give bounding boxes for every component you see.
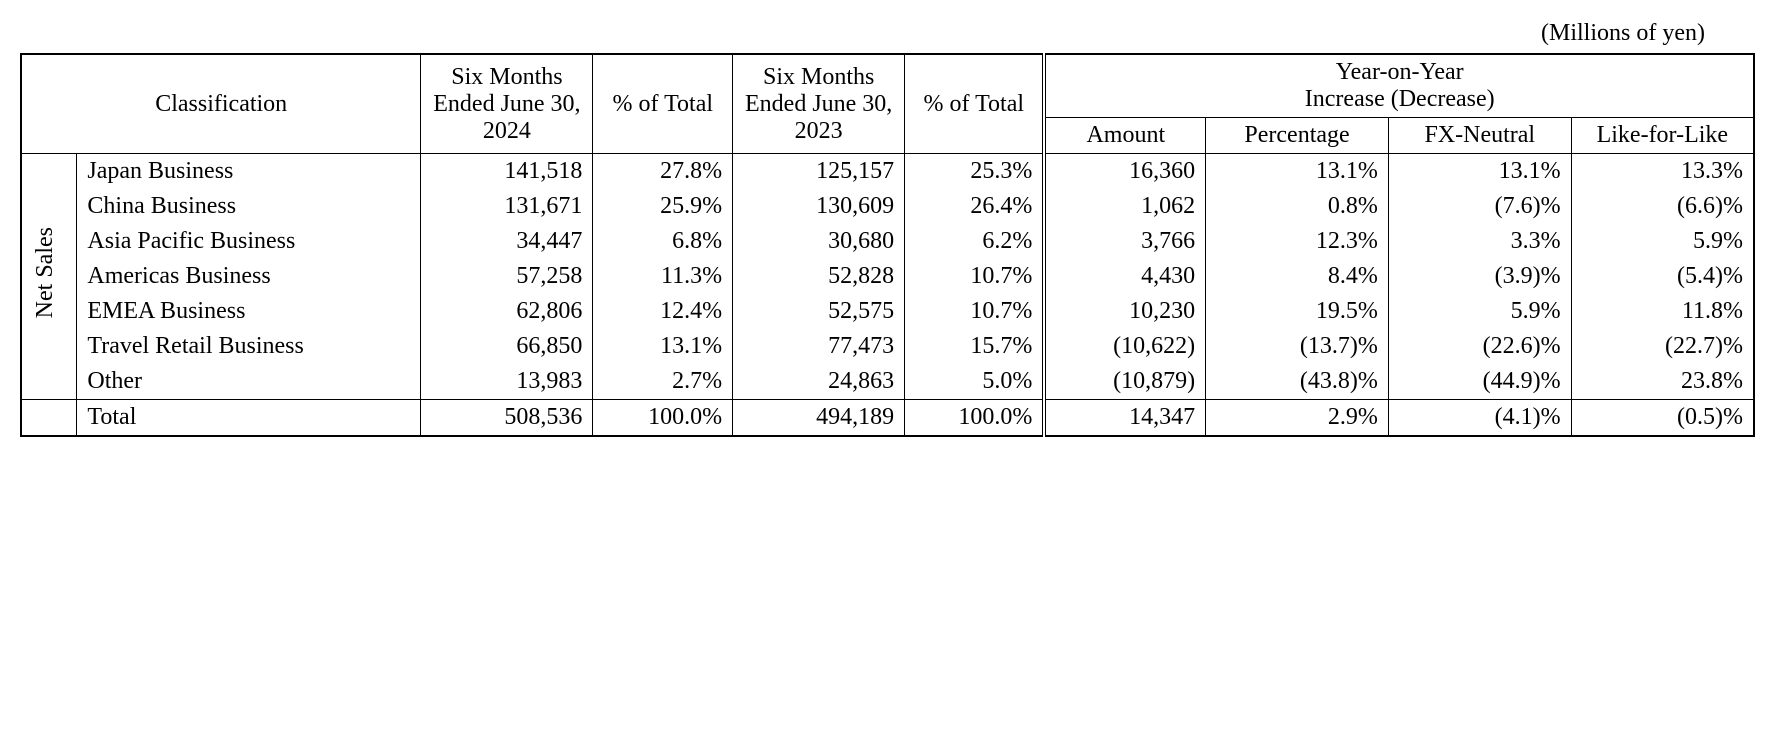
row-p2023: 15.7%	[905, 329, 1045, 364]
row-v2023: 125,157	[733, 154, 905, 190]
row-amt: (10,879)	[1044, 364, 1205, 400]
row-amt: 16,360	[1044, 154, 1205, 190]
table-row: Other13,9832.7%24,8635.0%(10,879)(43.8)%…	[21, 364, 1754, 400]
row-pct: 13.1%	[1206, 154, 1389, 190]
total-fx: (4.1)%	[1388, 400, 1571, 437]
row-lfl: (22.7)%	[1571, 329, 1754, 364]
total-lfl: (0.5)%	[1571, 400, 1754, 437]
row-fx: 3.3%	[1388, 224, 1571, 259]
row-p2023: 25.3%	[905, 154, 1045, 190]
total-v2023: 494,189	[733, 400, 905, 437]
row-fx: 5.9%	[1388, 294, 1571, 329]
table-row: Travel Retail Business66,85013.1%77,4731…	[21, 329, 1754, 364]
row-p2023: 5.0%	[905, 364, 1045, 400]
row-label: Asia Pacific Business	[77, 224, 421, 259]
row-amt: 4,430	[1044, 259, 1205, 294]
row-p2023: 10.7%	[905, 294, 1045, 329]
table-row: EMEA Business62,80612.4%52,57510.7%10,23…	[21, 294, 1754, 329]
row-label: Americas Business	[77, 259, 421, 294]
col-yoy-fx: FX-Neutral	[1388, 118, 1571, 154]
col-yoy-amount: Amount	[1044, 118, 1205, 154]
side-label-net-sales: Net Sales	[21, 154, 77, 400]
row-v2023: 130,609	[733, 189, 905, 224]
col-period-2024: Six Months Ended June 30, 2024	[421, 54, 593, 154]
row-v2024: 57,258	[421, 259, 593, 294]
row-amt: (10,622)	[1044, 329, 1205, 364]
row-v2024: 62,806	[421, 294, 593, 329]
row-lfl: 13.3%	[1571, 154, 1754, 190]
row-pct: (13.7)%	[1206, 329, 1389, 364]
row-fx: (3.9)%	[1388, 259, 1571, 294]
row-v2024: 131,671	[421, 189, 593, 224]
col-period-2023: Six Months Ended June 30, 2023	[733, 54, 905, 154]
row-v2024: 34,447	[421, 224, 593, 259]
total-p2024: 100.0%	[593, 400, 733, 437]
row-p2023: 6.2%	[905, 224, 1045, 259]
table-row: China Business131,67125.9%130,60926.4%1,…	[21, 189, 1754, 224]
row-fx: (7.6)%	[1388, 189, 1571, 224]
total-amt: 14,347	[1044, 400, 1205, 437]
col-pct-total-1: % of Total	[593, 54, 733, 154]
col-yoy-lfl: Like-for-Like	[1571, 118, 1754, 154]
row-p2024: 27.8%	[593, 154, 733, 190]
row-v2024: 13,983	[421, 364, 593, 400]
row-label: EMEA Business	[77, 294, 421, 329]
row-label: China Business	[77, 189, 421, 224]
row-lfl: (6.6)%	[1571, 189, 1754, 224]
col-pct-total-2: % of Total	[905, 54, 1045, 154]
row-pct: 0.8%	[1206, 189, 1389, 224]
row-p2024: 11.3%	[593, 259, 733, 294]
row-label: Other	[77, 364, 421, 400]
total-pct: 2.9%	[1206, 400, 1389, 437]
row-p2023: 26.4%	[905, 189, 1045, 224]
row-lfl: 5.9%	[1571, 224, 1754, 259]
row-fx: (44.9)%	[1388, 364, 1571, 400]
row-v2023: 52,828	[733, 259, 905, 294]
row-lfl: 11.8%	[1571, 294, 1754, 329]
row-pct: (43.8)%	[1206, 364, 1389, 400]
total-label: Total	[77, 400, 421, 437]
row-p2024: 2.7%	[593, 364, 733, 400]
col-yoy-group: Year-on-Year Increase (Decrease)	[1044, 54, 1754, 118]
row-v2023: 77,473	[733, 329, 905, 364]
col-yoy-pct: Percentage	[1206, 118, 1389, 154]
row-amt: 3,766	[1044, 224, 1205, 259]
row-p2024: 6.8%	[593, 224, 733, 259]
row-pct: 8.4%	[1206, 259, 1389, 294]
row-pct: 19.5%	[1206, 294, 1389, 329]
row-label: Japan Business	[77, 154, 421, 190]
row-amt: 10,230	[1044, 294, 1205, 329]
total-p2023: 100.0%	[905, 400, 1045, 437]
row-p2024: 13.1%	[593, 329, 733, 364]
row-label: Travel Retail Business	[77, 329, 421, 364]
table-row: Net SalesJapan Business141,51827.8%125,1…	[21, 154, 1754, 190]
row-lfl: 23.8%	[1571, 364, 1754, 400]
total-v2024: 508,536	[421, 400, 593, 437]
row-v2023: 30,680	[733, 224, 905, 259]
row-lfl: (5.4)%	[1571, 259, 1754, 294]
net-sales-table: Classification Six Months Ended June 30,…	[20, 53, 1755, 437]
row-amt: 1,062	[1044, 189, 1205, 224]
row-v2024: 141,518	[421, 154, 593, 190]
col-classification: Classification	[21, 54, 421, 154]
row-v2024: 66,850	[421, 329, 593, 364]
row-p2023: 10.7%	[905, 259, 1045, 294]
row-p2024: 12.4%	[593, 294, 733, 329]
table-row: Asia Pacific Business34,4476.8%30,6806.2…	[21, 224, 1754, 259]
row-v2023: 24,863	[733, 364, 905, 400]
row-v2023: 52,575	[733, 294, 905, 329]
row-fx: (22.6)%	[1388, 329, 1571, 364]
unit-label: (Millions of yen)	[20, 20, 1755, 53]
row-fx: 13.1%	[1388, 154, 1571, 190]
total-row: Total 508,536 100.0% 494,189 100.0% 14,3…	[21, 400, 1754, 437]
table-row: Americas Business57,25811.3%52,82810.7%4…	[21, 259, 1754, 294]
row-pct: 12.3%	[1206, 224, 1389, 259]
row-p2024: 25.9%	[593, 189, 733, 224]
